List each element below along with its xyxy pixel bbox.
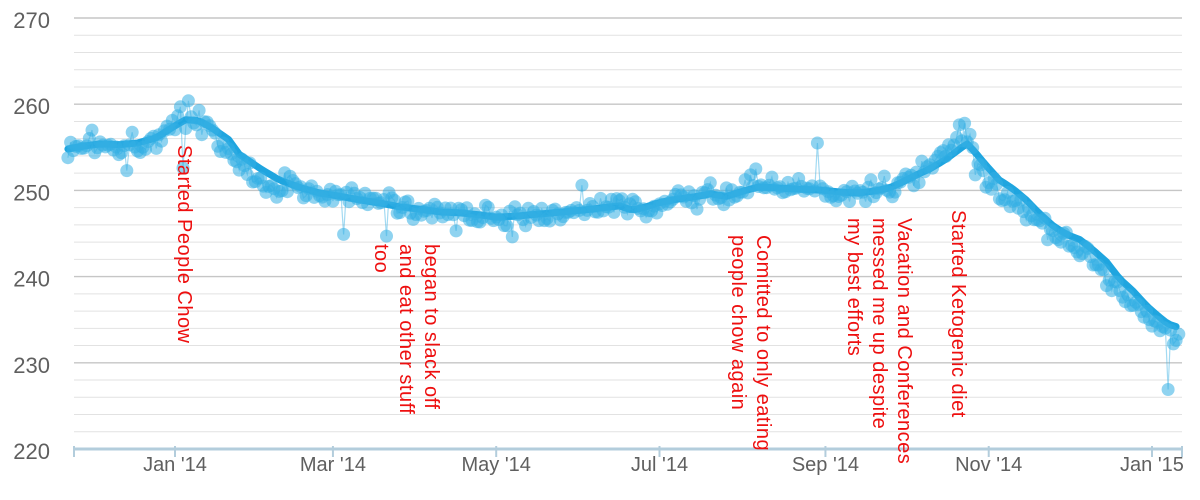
scatter-point[interactable] bbox=[620, 207, 634, 221]
scatter-point[interactable] bbox=[535, 201, 549, 215]
scatter-point[interactable] bbox=[877, 169, 891, 183]
x-axis-label: Mar '14 bbox=[300, 454, 366, 476]
scatter-point[interactable] bbox=[958, 116, 972, 130]
scatter-point[interactable] bbox=[208, 126, 222, 140]
x-axis-label: Nov '14 bbox=[955, 454, 1022, 476]
scatter-point[interactable] bbox=[976, 164, 990, 178]
scatter-point[interactable] bbox=[337, 227, 351, 241]
scatter-point[interactable] bbox=[1014, 193, 1028, 207]
scatter-point[interactable] bbox=[500, 219, 514, 233]
y-axis-label: 260 bbox=[13, 94, 50, 119]
scatter-point[interactable] bbox=[181, 94, 195, 108]
scatter-point[interactable] bbox=[990, 177, 1004, 191]
gridlines bbox=[74, 17, 1182, 433]
scatter-point[interactable] bbox=[912, 176, 926, 190]
scatter-point[interactable] bbox=[1059, 225, 1073, 239]
x-axis-label: May '14 bbox=[462, 454, 531, 476]
scatter-point[interactable] bbox=[607, 205, 621, 219]
scatter-point[interactable] bbox=[280, 185, 294, 199]
scatter-point[interactable] bbox=[703, 176, 717, 190]
scatter-point[interactable] bbox=[176, 161, 190, 175]
scatter-point[interactable] bbox=[690, 202, 704, 216]
scatter-point[interactable] bbox=[243, 156, 257, 170]
scatter-point[interactable] bbox=[120, 164, 134, 178]
scatter-point[interactable] bbox=[192, 103, 206, 117]
scatter-point[interactable] bbox=[963, 127, 977, 141]
x-axis-labels: Jan '14 Mar '14 May '14 Jul '14 Sep '14 Nov '… bbox=[143, 454, 1184, 476]
scatter-point[interactable] bbox=[749, 162, 763, 176]
x-axis-label: Jan '15 bbox=[1120, 454, 1184, 476]
scatter-point[interactable] bbox=[810, 136, 824, 150]
scatter-point[interactable] bbox=[125, 125, 139, 139]
scatter-point[interactable] bbox=[401, 194, 415, 208]
scatter-point[interactable] bbox=[575, 178, 589, 192]
scatter-series bbox=[61, 94, 1186, 396]
scatter-point[interactable] bbox=[195, 128, 209, 142]
scatter-point[interactable] bbox=[168, 123, 182, 137]
y-axis-label: 240 bbox=[13, 267, 50, 292]
scatter-point[interactable] bbox=[155, 134, 169, 148]
y-axis-label: 270 bbox=[13, 8, 50, 33]
scatter-point[interactable] bbox=[1172, 327, 1186, 341]
scatter-point[interactable] bbox=[765, 170, 779, 184]
scatter-point[interactable] bbox=[1161, 383, 1175, 396]
scatter-point[interactable] bbox=[864, 173, 878, 187]
scatter-point[interactable] bbox=[966, 141, 980, 155]
scatter-point[interactable] bbox=[843, 195, 856, 208]
y-axis-label: 220 bbox=[13, 439, 50, 464]
x-axis-label: Sep '14 bbox=[792, 454, 859, 476]
scatter-point[interactable] bbox=[380, 229, 393, 243]
scatter-point[interactable] bbox=[449, 224, 463, 238]
scatter-point[interactable] bbox=[1038, 211, 1052, 225]
y-axis-label: 250 bbox=[13, 180, 50, 205]
y-axis-label: 230 bbox=[13, 353, 50, 378]
y-axis-labels: 270 260 250 240 230 220 bbox=[13, 8, 50, 464]
scatter-point[interactable] bbox=[481, 200, 495, 214]
x-axis-label: Jul '14 bbox=[631, 454, 688, 476]
scatter-point[interactable] bbox=[85, 123, 99, 137]
x-axis-ticks bbox=[73, 446, 1183, 457]
scatter-point[interactable] bbox=[505, 230, 519, 244]
x-axis-label: Jan '14 bbox=[143, 454, 207, 476]
scatter-point[interactable] bbox=[1097, 263, 1111, 277]
